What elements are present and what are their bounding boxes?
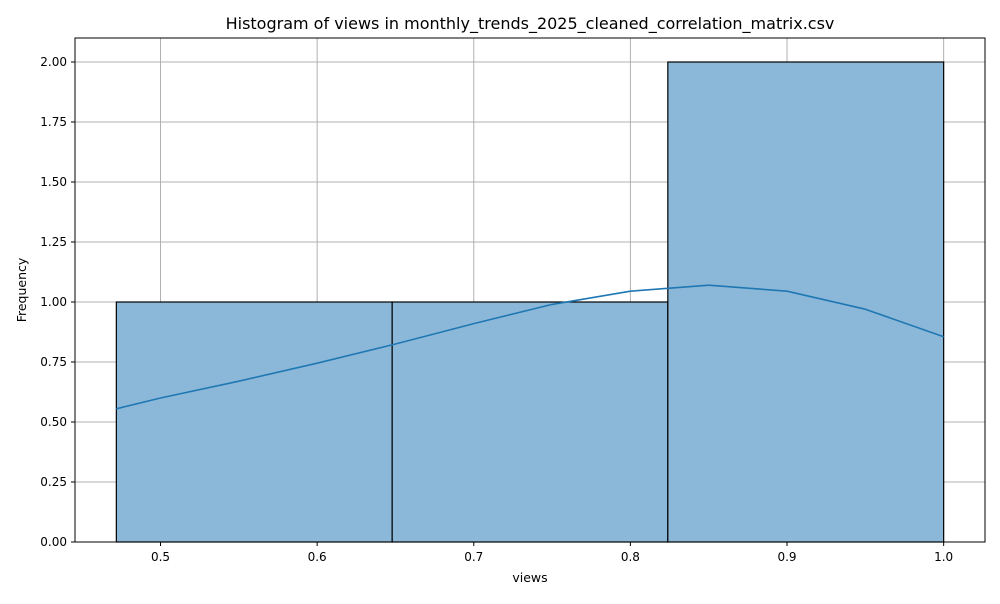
kde-layer (116, 284, 944, 410)
kde-curve (116, 284, 944, 410)
histogram-bar-1 (115, 301, 393, 543)
histogram-bar-2 (391, 301, 669, 543)
histogram-bar-3 (667, 61, 945, 543)
y-axis-label: Frequency (14, 257, 29, 322)
plot-frame (74, 37, 986, 543)
x-axis-label: views (512, 570, 547, 585)
x-tick-label: 0.7 (464, 550, 483, 564)
tick-layer: 0.5 0.6 0.7 0.8 0.9 1.0 0.00 0.25 0.50 0.75 1.00 1.… (40, 55, 953, 564)
bar-layer (115, 61, 945, 543)
y-tick-label: 1.00 (40, 295, 67, 309)
y-tick-label: 1.50 (40, 175, 67, 189)
x-tick-label: 0.5 (151, 550, 170, 564)
y-tick-label: 0.50 (40, 415, 67, 429)
y-tick-label: 1.75 (40, 115, 67, 129)
x-tick-label: 0.6 (308, 550, 327, 564)
chart-title: Histogram of views in monthly_trends_202… (226, 14, 835, 34)
y-tick-label: 0.00 (40, 535, 67, 549)
y-tick-label: 0.25 (40, 475, 67, 489)
x-tick-label: 1.0 (934, 550, 953, 564)
y-tick-label: 2.00 (40, 55, 67, 69)
x-tick-label: 0.9 (777, 550, 796, 564)
x-tick-label: 0.8 (621, 550, 640, 564)
y-tick-label: 1.25 (40, 235, 67, 249)
y-tick-label: 0.75 (40, 355, 67, 369)
